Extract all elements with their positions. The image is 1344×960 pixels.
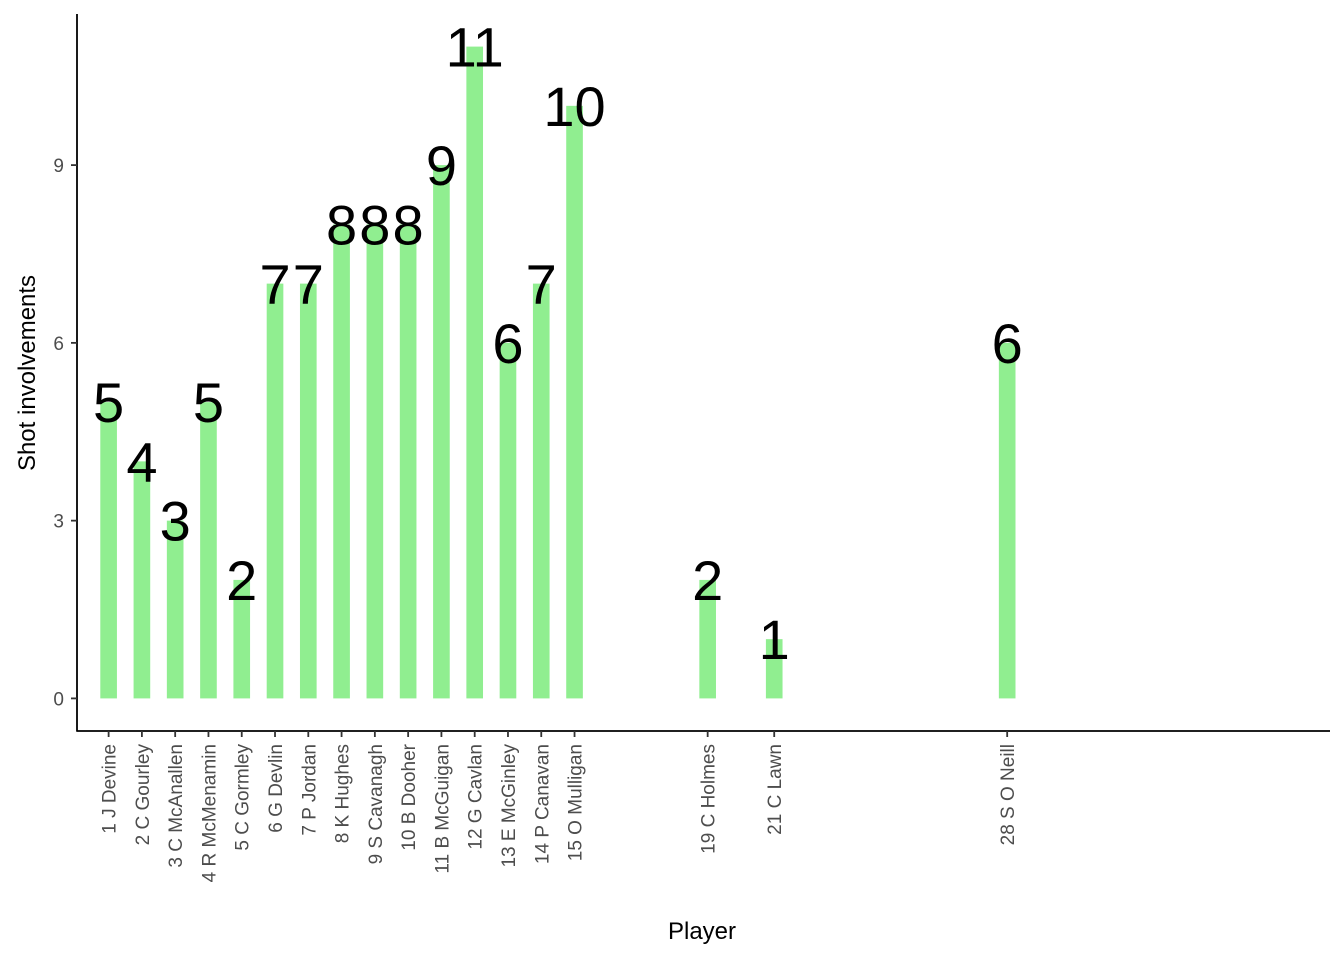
x-tick-label: 8 K Hughes [333,744,354,843]
data-label: 6 [992,312,1023,375]
bar [299,283,317,699]
x-tick-label: 9 S Cavanagh [366,744,387,864]
data-label: 8 [393,193,424,256]
data-label: 2 [692,549,723,612]
x-tick-label: 12 G Cavlan [466,744,487,850]
data-label: 8 [359,193,390,256]
y-tick-label: 6 [53,334,64,355]
bar [266,283,284,699]
bar [133,461,151,699]
bar [399,224,417,699]
data-label: 3 [160,490,191,553]
x-tick-label: 7 P Jordan [299,744,320,836]
data-label: 1 [759,608,790,671]
bar [100,402,117,699]
data-label: 10 [543,75,605,138]
x-tick-label: 14 P Canavan [532,744,553,864]
bar [699,579,716,699]
y-axis-title: Shot involvements [14,275,41,471]
y-axis: 0 3 6 9 [53,14,78,732]
x-tick-label: 13 E McGinley [499,744,520,868]
y-tick-label: 3 [53,512,64,533]
bar [566,105,583,699]
x-tick-label: 3 C McAnallen [166,744,187,868]
x-tick-label: 2 C Gourley [133,744,154,846]
x-axis-title: Player [668,918,736,945]
data-label: 7 [293,253,324,316]
x-tick-label: 15 O Mulligan [566,744,587,861]
data-label: 2 [226,549,257,612]
data-label: 4 [126,430,157,493]
y-tick-label: 9 [53,156,64,177]
x-tick-label: 21 C Lawn [765,744,786,835]
bar [466,46,484,699]
x-tick-label: 11 B McGuigan [432,744,453,874]
data-label: 7 [526,253,557,316]
bar [532,283,550,699]
data-label: 5 [193,371,224,434]
data-label: 9 [426,134,457,197]
x-tick-label: 4 R McMenamin [199,744,220,882]
bar [765,639,783,699]
x-tick-label: 1 J Devine [100,744,121,834]
bars-group [100,46,1016,699]
x-tick-label: 28 S O Neill [998,744,1019,845]
bar [233,579,251,699]
bar [333,224,350,699]
data-label: 8 [326,193,357,256]
bar [499,342,517,699]
bar [166,520,184,699]
bar [433,165,450,699]
x-tick-label: 5 C Gormley [233,744,254,851]
bar [200,402,217,699]
data-label: 11 [446,16,504,79]
bar [998,342,1016,699]
y-tick-label: 0 [53,689,64,710]
x-tick-label: 6 G Devlin [266,744,287,833]
bar [366,224,384,699]
x-tick-label: 19 C Holmes [699,744,720,854]
data-label: 5 [93,371,124,434]
data-label: 6 [492,312,523,375]
x-axis: 1 J Devine 2 C Gourley 3 C McAnallen 4 R Mc… [76,730,1330,882]
x-tick-label: 10 B Dooher [399,743,420,850]
data-label: 7 [259,253,290,316]
